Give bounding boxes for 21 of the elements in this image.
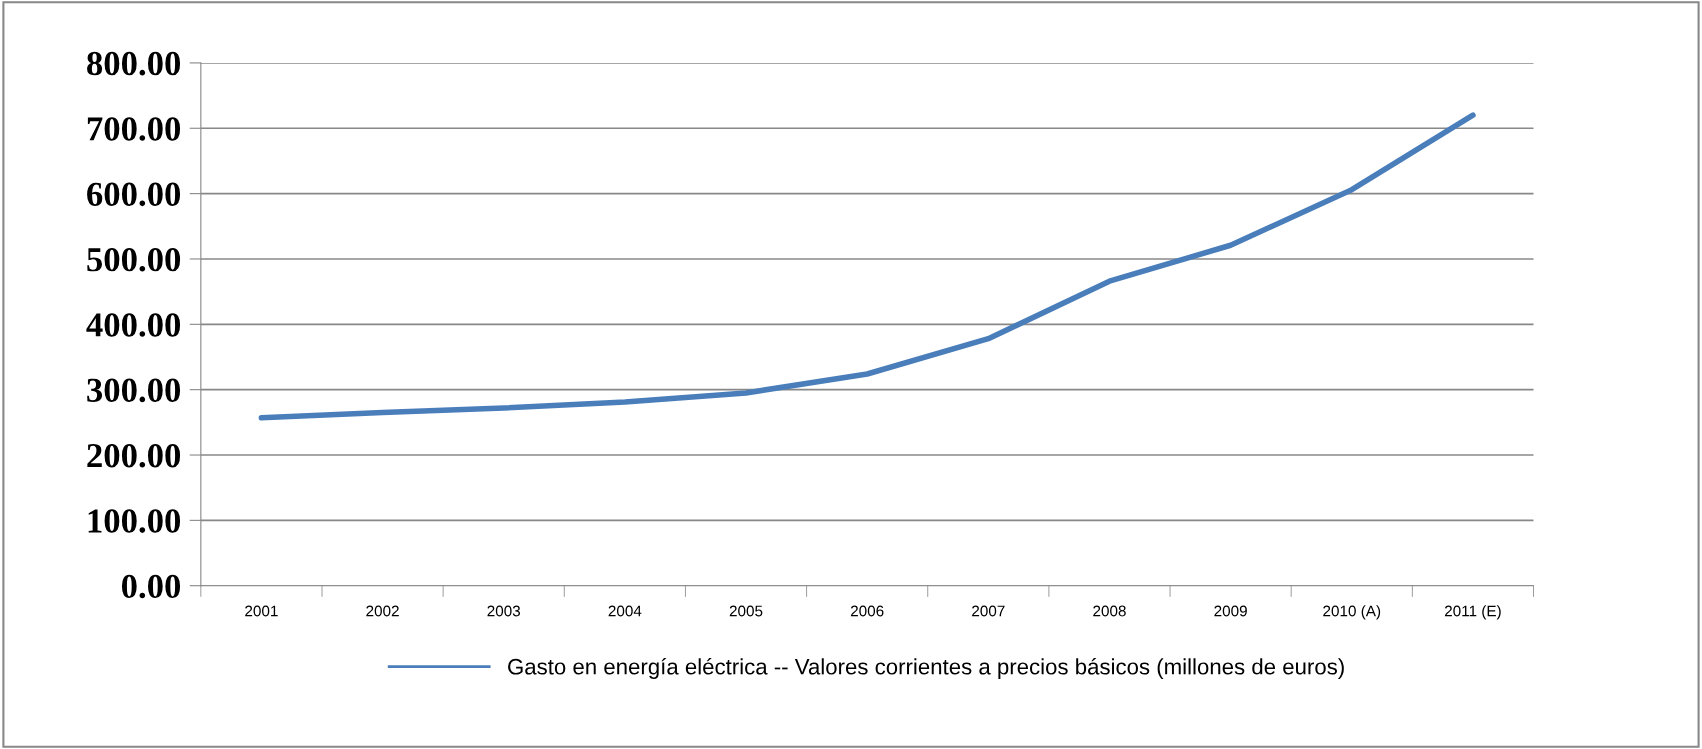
x-tick-label: 2008 [1093, 605, 1126, 617]
y-tick-label: 200.00 [87, 443, 181, 468]
y-tick-label: 700.00 [87, 117, 181, 141]
x-tick-label: 2004 [608, 605, 642, 617]
x-tick-label: 2011 (E) [1444, 605, 1501, 620]
y-tick-label: 0.00 [121, 574, 181, 599]
y-tick-label: 600.00 [87, 182, 181, 207]
y-tick-label: 400.00 [86, 313, 181, 337]
x-tick-label: 2006 [850, 605, 884, 617]
x-tick-label: 2002 [366, 605, 399, 617]
y-tick-label: 500.00 [87, 247, 181, 272]
x-tick-label: 2010 (A) [1323, 605, 1381, 620]
y-tick-label: 100.00 [88, 509, 181, 533]
x-tick-label: 2007 [972, 605, 1005, 617]
y-tick-label: 800.00 [87, 51, 181, 76]
y-tick-label: 300.00 [87, 378, 181, 403]
legend-label: Gasto en energía eléctrica -- Valores corrientes a precios básicos (millones de euros) [508, 658, 1344, 679]
x-tick-label: 2001 [245, 605, 278, 617]
x-tick-label: 2009 [1214, 605, 1247, 617]
x-tick-label: 2003 [487, 605, 521, 617]
x-tick-label: 2005 [729, 605, 763, 617]
